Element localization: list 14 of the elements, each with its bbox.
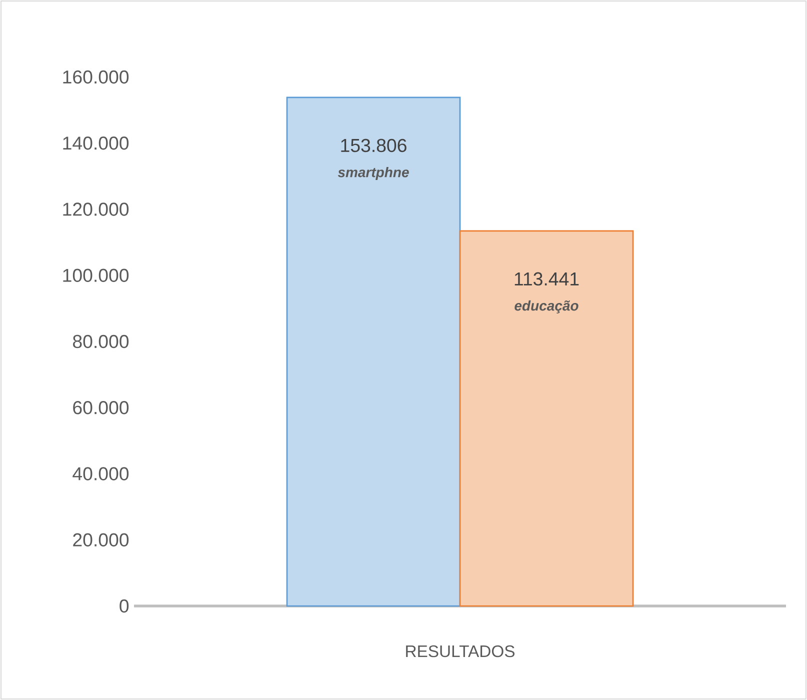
y-tick-label: 160.000	[63, 70, 129, 84]
y-tick-label: 100.000	[63, 268, 129, 282]
series-label: educação	[514, 300, 578, 314]
y-tick-label: 20.000	[73, 533, 129, 546]
y-tick-label: 80.000	[73, 334, 129, 348]
y-tick-label: 120.000	[63, 202, 129, 216]
x-tick-label: RESULTADOS	[406, 645, 514, 658]
y-tick-label: 140.000	[63, 136, 129, 150]
series-label: smartphne	[338, 166, 409, 180]
y-tick-label: 0	[120, 599, 129, 613]
data-label: 153.806	[341, 138, 406, 152]
data-label: 113.441	[514, 272, 579, 286]
y-tick-label: 40.000	[72, 467, 129, 480]
y-tick-label: 60.000	[73, 401, 129, 414]
